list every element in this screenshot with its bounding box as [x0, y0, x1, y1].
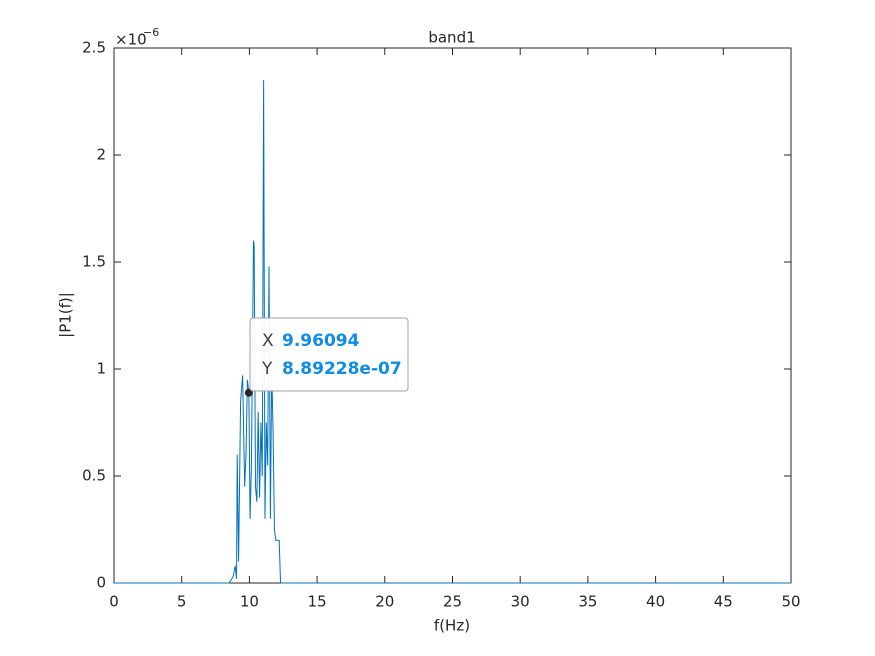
y-tick-label: 0: [96, 574, 106, 592]
x-tick-label: 30: [511, 593, 530, 611]
y-tick-label: 2: [96, 146, 106, 164]
x-tick-label: 10: [240, 593, 259, 611]
axes-box: [113, 47, 792, 584]
y-tick-label: 0.5: [82, 467, 106, 485]
x-tick-label: 40: [646, 593, 665, 611]
x-tick-label: 0: [109, 593, 119, 611]
x-tick-label: 5: [177, 593, 187, 611]
datatip-y-value: 8.89228e-07: [282, 359, 402, 379]
y-axis-label: |P1(f)|: [57, 292, 75, 338]
y-tick-label: 2.5: [82, 39, 106, 57]
datatip-x-value: 9.96094: [282, 331, 360, 351]
x-axis-label: f(Hz): [434, 617, 470, 635]
y-multiplier: ×10: [115, 31, 147, 49]
x-tick-label: 25: [443, 593, 462, 611]
y-tick-label: 1: [96, 360, 106, 378]
chart-title: band1: [428, 29, 475, 47]
x-tick-label: 20: [375, 593, 394, 611]
datatip-y-name: Y: [261, 359, 273, 379]
y-multiplier-exponent: −6: [143, 26, 159, 39]
datatip-box: [249, 317, 409, 392]
datatip-x-name: X: [262, 331, 274, 351]
x-tick-label: 45: [714, 593, 733, 611]
y-tick-label: 1.5: [82, 253, 106, 271]
x-tick-label: 50: [781, 593, 800, 611]
x-tick-label: 15: [308, 593, 327, 611]
x-tick-label: 35: [578, 593, 597, 611]
